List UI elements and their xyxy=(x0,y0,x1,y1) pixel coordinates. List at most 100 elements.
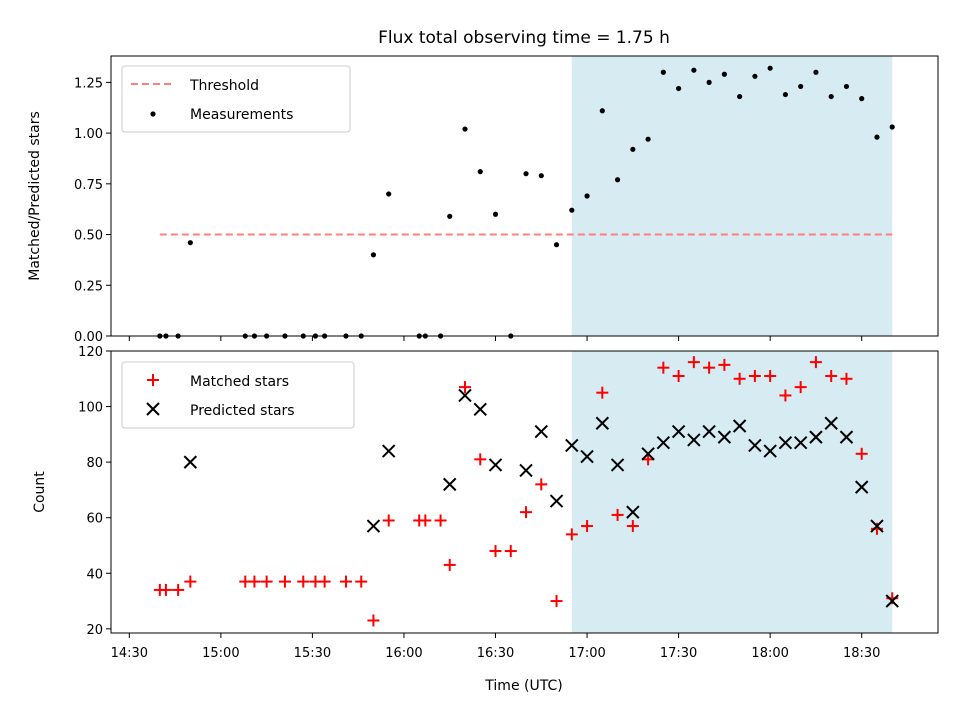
bottom-axes-frame xyxy=(110,350,939,634)
matched-star-point xyxy=(339,575,352,588)
predicted-star-point xyxy=(855,480,869,494)
measurement-point xyxy=(538,173,544,179)
matched-stars-points xyxy=(153,356,899,627)
matched-star-point xyxy=(581,520,594,533)
matched-star-point xyxy=(382,514,395,527)
matched-star-point xyxy=(687,356,700,369)
x-tick-label: 15:30 xyxy=(294,646,331,661)
measurement-point xyxy=(187,240,193,246)
predicted-star-point xyxy=(443,477,457,492)
predicted-star-point xyxy=(687,433,701,447)
measurement-point xyxy=(828,93,834,100)
y-tick-label: 0.00 xyxy=(74,330,103,345)
predicted-star-point xyxy=(824,416,838,430)
y-tick-label: 0.50 xyxy=(74,229,103,244)
predicted-star-point xyxy=(610,458,625,472)
matched-star-point xyxy=(657,361,670,374)
matched-star-point xyxy=(596,386,609,399)
measurement-point xyxy=(370,252,377,258)
measurement-point xyxy=(599,108,605,114)
top-y-axis-label: Matched/Predicted stars xyxy=(27,111,43,281)
matched-star-point xyxy=(642,453,655,466)
matched-star-point xyxy=(733,372,746,385)
top-x-ticks xyxy=(128,336,863,341)
x-tick-label: 18:30 xyxy=(843,646,880,661)
matched-star-point xyxy=(550,595,563,608)
predicted-star-point xyxy=(732,419,747,433)
y-tick-label: 1.25 xyxy=(74,76,103,91)
matched-star-point xyxy=(718,358,731,371)
predicted-star-point xyxy=(671,424,686,439)
y-tick-label: 120 xyxy=(78,345,103,360)
x-tick-label: 17:30 xyxy=(660,646,697,661)
predicted-star-point xyxy=(626,505,640,519)
bottom-panel: 20 40 60 80 100 120 14:30 15:00 15:30 16:00 16:30… xyxy=(32,345,939,694)
measurement-point xyxy=(859,96,865,102)
measurement-point xyxy=(584,193,590,199)
matched-star-point xyxy=(764,370,777,383)
predicted-star-point xyxy=(534,424,548,439)
matched-star-point xyxy=(248,575,261,588)
matched-star-point xyxy=(809,356,822,369)
matched-star-point xyxy=(855,447,868,460)
predicted-star-point xyxy=(183,455,198,469)
measurement-point xyxy=(614,177,621,183)
predicted-star-point xyxy=(565,438,579,453)
measurement-point xyxy=(477,169,483,175)
top-legend-box xyxy=(121,65,351,133)
measurement-point xyxy=(706,79,712,85)
bottom-legend: Matched stars Predicted stars xyxy=(121,361,355,429)
matched-star-point xyxy=(779,389,792,402)
predicted-star-point xyxy=(519,463,533,478)
predicted-legend-label: Predicted stars xyxy=(190,403,295,419)
matched-star-point xyxy=(443,558,456,571)
matched-star-point xyxy=(355,575,368,588)
measurements-legend-label: Measurements xyxy=(190,107,293,123)
bottom-legend-box xyxy=(121,361,355,429)
bottom-y-ticks: 20 40 60 80 100 120 xyxy=(78,345,111,638)
predicted-star-point xyxy=(381,444,396,458)
y-tick-label: 60 xyxy=(86,512,103,527)
measurement-point xyxy=(752,73,758,79)
bottom-x-ticks: 14:30 15:00 15:30 16:00 16:30 17:00 17:30 18:00… xyxy=(111,633,880,661)
matched-star-point xyxy=(626,520,639,533)
matched-star-point xyxy=(840,372,853,385)
predicted-star-point xyxy=(473,402,487,417)
predicted-star-point xyxy=(885,594,899,608)
matched-star-point xyxy=(297,575,310,588)
matched-star-point xyxy=(474,453,487,466)
y-tick-label: 0.25 xyxy=(74,279,103,294)
matched-star-point xyxy=(419,514,432,527)
top-axes-frame xyxy=(110,55,939,337)
predicted-star-point xyxy=(595,416,610,430)
x-tick-label: 18:00 xyxy=(751,646,788,661)
x-tick-label: 16:30 xyxy=(477,646,514,661)
measurement-point xyxy=(843,83,850,90)
top-y-ticks: 0.00 0.25 0.50 0.75 1.00 1.25 xyxy=(74,76,111,345)
predicted-star-point xyxy=(488,458,503,472)
measurement-point xyxy=(523,171,529,177)
measurement-point xyxy=(782,91,789,98)
matched-star-point xyxy=(565,528,578,541)
x-tick-label: 15:00 xyxy=(202,646,239,661)
matched-star-point xyxy=(458,381,471,394)
matched-star-point xyxy=(260,575,273,588)
matched-star-point xyxy=(318,575,331,588)
y-tick-label: 1.00 xyxy=(74,127,103,142)
predicted-star-point xyxy=(366,519,381,533)
matched-star-point xyxy=(825,370,838,383)
predicted-star-point xyxy=(809,430,823,444)
matched-star-point xyxy=(434,514,447,527)
measurement-point xyxy=(569,207,575,213)
matched-star-point xyxy=(672,370,685,383)
matched-star-point xyxy=(520,506,533,519)
measurement-point xyxy=(798,83,804,90)
measurement-point xyxy=(691,67,697,73)
predicted-star-point xyxy=(839,430,854,444)
matched-star-point xyxy=(794,381,807,394)
predicted-star-point xyxy=(656,435,671,450)
y-tick-label: 80 xyxy=(86,456,103,471)
y-tick-label: 0.75 xyxy=(74,178,103,193)
measurement-point xyxy=(462,126,468,132)
